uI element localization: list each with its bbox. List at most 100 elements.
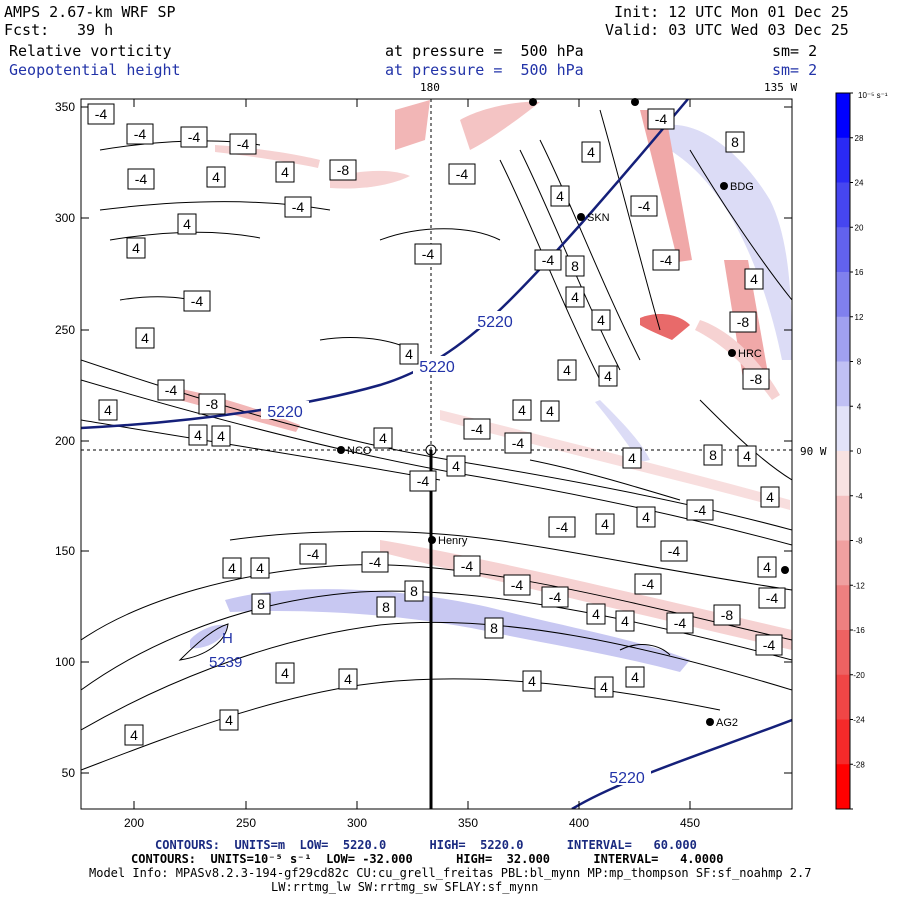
colorbar-tick-label: 4 (857, 402, 862, 411)
vorticity-label: -4 (471, 421, 484, 437)
station-dot (631, 98, 639, 106)
smoothing-vorticity: sm= 2 (772, 42, 818, 60)
vorticity-label: -4 (512, 435, 525, 451)
vorticity-label: -4 (660, 252, 673, 268)
vorticity-contour (689, 149, 792, 301)
vorticity-label-box (742, 368, 770, 390)
vorticity-label-box (414, 243, 442, 265)
vorticity-label-box (703, 444, 723, 466)
negative-vorticity-band (395, 100, 430, 150)
colorbar-tick-label: 20 (855, 223, 864, 232)
height-contour-info: CONTOURS: UNITS=m LOW= 5220.0 HIGH= 5220… (155, 838, 697, 852)
vorticity-label-box (595, 513, 615, 535)
station-dot (706, 718, 714, 726)
vorticity-labels: -4 -4 -4 -4 -4 4 4 -8 -4 4 4 -4 4 4 -4 -8 4 4 4 4 -4 -4 4 4 -4 8 4… (87, 103, 786, 746)
vorticity-label: 8 (490, 620, 498, 636)
colorbar-tick-label: 0 (857, 447, 862, 456)
forecast-label: Fcst: (4, 21, 50, 39)
vorticity-label: 4 (225, 712, 233, 728)
vorticity-label: -4 (135, 171, 148, 187)
high-pressure-letter: H (222, 630, 233, 647)
colorbar-swatch (836, 93, 850, 139)
positive-vorticity-band (225, 589, 690, 672)
vorticity-label-box (625, 666, 645, 688)
y-tick-label: 200 (55, 434, 75, 448)
pressure-level-height: at pressure = 500 hPa (385, 61, 584, 79)
vorticity-label: 8 (257, 596, 265, 612)
height-label-bg (413, 356, 461, 374)
vorticity-contour (539, 139, 641, 361)
vorticity-label: 4 (556, 188, 564, 204)
vorticity-contour (178, 623, 229, 661)
vorticity-label-box (219, 709, 239, 731)
vorticity-label-box (376, 596, 396, 618)
height-label-bg (261, 401, 309, 419)
vorticity-label: 4 (563, 362, 571, 378)
vorticity-label: 4 (528, 673, 536, 689)
vorticity-label-box (540, 400, 560, 422)
x-tick-label: 350 (458, 816, 478, 830)
vorticity-contour (519, 149, 621, 371)
vorticity-label-box (725, 131, 745, 153)
vorticity-label: -4 (668, 543, 681, 559)
vorticity-label-box (503, 574, 531, 596)
vorticity-label: -8 (206, 396, 219, 412)
station-dot (720, 182, 728, 190)
colorbar-swatch (836, 540, 850, 586)
vorticity-label: 4 (763, 559, 771, 575)
vorticity-label: -4 (638, 198, 651, 214)
vorticity-label: -4 (763, 637, 776, 653)
vorticity-label: -4 (292, 199, 305, 215)
vorticity-label: 4 (379, 430, 387, 446)
vorticity-label-box (755, 634, 783, 656)
vorticity-contour (379, 228, 501, 241)
vorticity-label-box (550, 185, 570, 207)
colorbar-tick-label: -8 (855, 537, 863, 546)
vorticity-contour (81, 359, 792, 531)
station-dot (728, 349, 736, 357)
vorticity-label: 4 (518, 402, 526, 418)
vorticity-label: -4 (188, 129, 201, 145)
height-contour-5220 (81, 99, 689, 430)
vorticity-label-box (557, 359, 577, 381)
smoothing-height: sm= 2 (772, 61, 818, 79)
vorticity-label: -4 (542, 252, 555, 268)
vorticity-label-box (758, 587, 786, 609)
vorticity-label-box (463, 418, 491, 440)
vorticity-label-box (453, 555, 481, 577)
vorticity-label-box (541, 586, 569, 608)
vorticity-label-box (183, 290, 211, 312)
station-label: BDG (730, 181, 754, 193)
station-dot (577, 213, 585, 221)
vorticity-contour (81, 379, 792, 546)
vorticity-label-box (484, 617, 504, 639)
vorticity-label-box (760, 486, 780, 508)
vorticity-label: 4 (546, 403, 554, 419)
init-time: Init: 12 UTC Mon 01 Dec 25 (614, 3, 849, 21)
station-dot (781, 566, 789, 574)
vorticity-label: 4 (743, 448, 751, 464)
vorticity-label: 4 (183, 216, 191, 232)
vorticity-label: 4 (104, 402, 112, 418)
vorticity-label-box (124, 724, 144, 746)
vorticity-label: -4 (95, 106, 108, 122)
height-label-bg (603, 767, 651, 785)
vorticity-label: -4 (456, 166, 469, 182)
x-tick-label: 400 (569, 816, 589, 830)
vorticity-label: -4 (549, 589, 562, 605)
station-dot (529, 98, 537, 106)
model-info-radiation: LW:rrtmg_lw SW:rrtmg_sw SFLAY:sf_mynn (271, 880, 539, 894)
vorticity-label-box (251, 593, 271, 615)
colorbar-swatch (836, 272, 850, 318)
vorticity-contour (599, 109, 661, 331)
vorticity-label: 8 (410, 583, 418, 599)
vorticity-label-box (660, 540, 688, 562)
vorticity-label-box (180, 126, 208, 148)
vorticity-label: 4 (571, 289, 579, 305)
vorticity-label-box (229, 133, 257, 155)
vorticity-label-box (581, 141, 601, 163)
positive-vorticity-band (595, 400, 650, 462)
vorticity-label-box (744, 268, 764, 290)
vorticity-label: 4 (597, 312, 605, 328)
